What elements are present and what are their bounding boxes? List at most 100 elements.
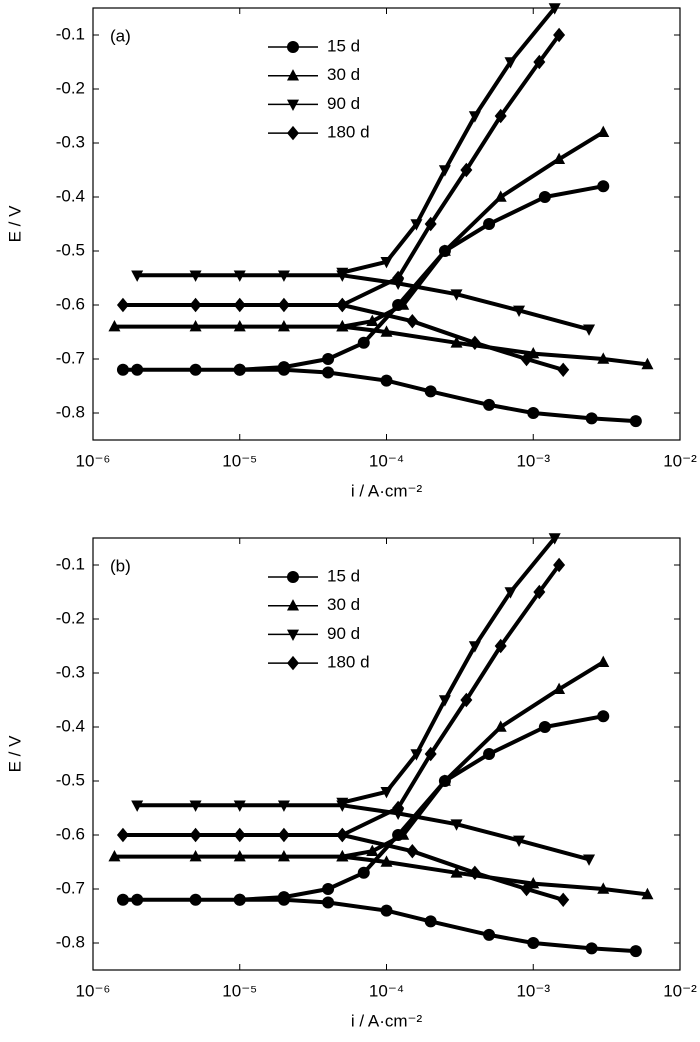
marker (108, 850, 121, 862)
marker (424, 216, 437, 232)
y-tick-label: -0.7 (56, 348, 85, 367)
marker (392, 800, 405, 816)
marker (483, 748, 496, 760)
marker (322, 353, 335, 365)
y-axis-title: E / V (5, 205, 24, 243)
marker (424, 915, 437, 928)
x-tick-label: 10⁻⁴ (369, 981, 404, 1000)
marker (583, 324, 596, 336)
marker (548, 533, 561, 545)
marker (277, 320, 290, 332)
marker (450, 866, 463, 878)
legend-label: 180 d (327, 653, 370, 672)
marker (468, 641, 481, 653)
marker (392, 270, 405, 286)
x-tick-label: 10⁻⁶ (76, 981, 111, 1000)
marker (116, 297, 129, 313)
marker (468, 335, 481, 350)
marker (557, 362, 570, 377)
marker (597, 882, 610, 894)
y-tick-label: -0.1 (56, 24, 85, 43)
y-tick-label: -0.4 (56, 716, 85, 735)
marker (277, 850, 290, 862)
marker (494, 638, 507, 654)
y-tick-label: -0.2 (56, 608, 85, 627)
marker (397, 828, 410, 840)
marker (533, 54, 546, 70)
marker (548, 3, 561, 15)
x-tick-label: 10⁻³ (516, 451, 550, 470)
marker (520, 351, 533, 367)
marker (527, 937, 540, 949)
x-tick-label: 10⁻² (663, 981, 697, 1000)
marker (527, 877, 540, 889)
legend-label: 90 d (327, 94, 360, 113)
marker (483, 218, 496, 230)
marker (357, 866, 370, 879)
marker (504, 587, 517, 599)
marker (189, 893, 202, 906)
y-tick-label: -0.7 (56, 878, 85, 897)
marker (366, 844, 379, 856)
marker (380, 257, 393, 269)
x-tick-label: 10⁻⁴ (369, 451, 404, 470)
marker (406, 844, 419, 859)
marker (494, 720, 507, 732)
marker (438, 244, 451, 256)
marker (397, 298, 410, 310)
marker (553, 557, 566, 573)
marker (460, 692, 473, 708)
x-tick-label: 10⁻⁶ (76, 451, 111, 470)
marker (189, 827, 202, 843)
series-line (137, 536, 590, 862)
legend-label: 15 d (327, 566, 360, 585)
panel-label: (a) (110, 26, 131, 45)
legend-marker (287, 571, 299, 583)
marker (583, 854, 596, 866)
marker (527, 347, 540, 359)
marker (131, 270, 144, 282)
marker (553, 152, 566, 164)
marker (233, 800, 246, 812)
x-axis-title: i / A·cm⁻² (351, 481, 423, 500)
marker (406, 314, 419, 329)
y-axis-title: E / V (5, 735, 24, 773)
marker (629, 415, 642, 428)
marker (277, 891, 290, 904)
x-tick-label: 10⁻² (663, 451, 697, 470)
marker (189, 297, 202, 313)
marker (553, 682, 566, 694)
marker (277, 361, 290, 374)
marker (597, 352, 610, 364)
marker (322, 883, 335, 895)
marker (116, 363, 129, 376)
marker (116, 827, 129, 843)
marker (483, 928, 496, 941)
marker (380, 787, 393, 799)
y-tick-label: -0.4 (56, 186, 85, 205)
marker (380, 325, 393, 337)
marker (277, 827, 290, 843)
marker (380, 855, 393, 867)
marker (189, 320, 202, 332)
marker (460, 162, 473, 178)
series-line (137, 6, 590, 332)
x-tick-label: 10⁻⁵ (222, 451, 257, 470)
marker (557, 892, 570, 907)
marker (450, 819, 463, 831)
marker (233, 827, 246, 843)
legend-marker (287, 99, 299, 111)
marker (527, 407, 540, 419)
marker (513, 305, 526, 317)
marker (494, 108, 507, 124)
marker (366, 314, 379, 326)
marker (533, 584, 546, 600)
y-tick-label: -0.6 (56, 294, 85, 313)
marker (233, 320, 246, 332)
marker (380, 904, 393, 917)
marker (410, 749, 423, 761)
y-tick-label: -0.3 (56, 132, 85, 151)
y-tick-label: -0.8 (56, 402, 85, 421)
marker (277, 297, 290, 313)
panel-label: (b) (110, 556, 131, 575)
